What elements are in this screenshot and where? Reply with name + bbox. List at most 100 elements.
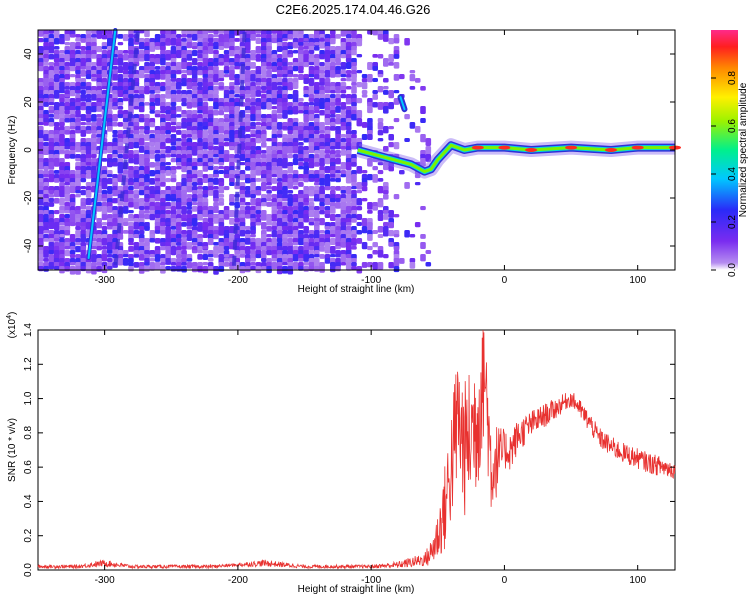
heatmap-cell (144, 70, 150, 74)
heatmap-cell (372, 250, 378, 255)
heatmap-cell (361, 74, 368, 79)
heatmap-cell (176, 166, 182, 170)
heatmap-cell (85, 146, 92, 152)
y-tick-label: 1.4 (23, 323, 34, 337)
heatmap-cell (409, 122, 416, 129)
heatmap-cell (314, 106, 320, 111)
heatmap-cell (340, 30, 347, 37)
heatmap-cell (213, 202, 219, 208)
heatmap-cell (191, 102, 198, 108)
heatmap-cell (69, 210, 76, 215)
heatmap-cell (276, 154, 283, 159)
heatmap-cell (38, 234, 44, 240)
heatmap-cell (202, 74, 209, 78)
heatmap-cell (393, 142, 400, 150)
heatmap-cell (298, 70, 304, 74)
heatmap-cell (388, 62, 394, 66)
heatmap-cell (144, 158, 150, 163)
heatmap-cell (160, 254, 166, 260)
y-tick-label: 1.0 (23, 391, 34, 405)
heatmap-cell (282, 190, 288, 199)
heatmap-cell (101, 222, 108, 226)
heatmap-cell (186, 206, 193, 210)
heatmap-cell (255, 186, 262, 192)
heatmap-cell (356, 198, 363, 206)
heatmap-cell (218, 106, 225, 111)
heatmap-cell (154, 58, 161, 65)
heatmap-cell (377, 118, 384, 123)
heatmap-cell (314, 178, 320, 183)
heatmap-cell (319, 218, 325, 226)
heatmap-cell (414, 78, 421, 83)
heatmap-cell (425, 262, 432, 267)
heatmap-cell (144, 266, 150, 272)
heatmap-cell (160, 74, 166, 80)
heatmap-cell (101, 46, 108, 50)
x-tick-label: -300 (95, 575, 115, 586)
y-tick-label: 20 (23, 96, 34, 108)
heatmap-cell (191, 78, 198, 82)
heatmap-cell (245, 98, 251, 103)
snr-x-ticks: -300 -200 -100 0 100 (95, 330, 646, 586)
heatmap-cell (314, 58, 320, 67)
heatmap-cell (117, 138, 124, 143)
heatmap-cell (266, 102, 272, 110)
heatmap-cell (250, 230, 256, 235)
heatmap-cell (181, 54, 187, 59)
heatmap-cell (170, 202, 177, 207)
heatmap-cell (133, 174, 140, 180)
heatmap-cell (287, 110, 294, 115)
heatmap-cell (367, 134, 373, 140)
heatmap-cell (266, 58, 272, 63)
heatmap-cell (250, 130, 256, 135)
heatmap-cell (165, 34, 171, 39)
heatmap-cell (276, 178, 283, 182)
heatmap-cell (261, 254, 267, 259)
heatmap-cell (282, 198, 288, 202)
heatmap-cell (287, 78, 294, 83)
heatmap-cell (340, 190, 347, 194)
heatmap-cell (101, 34, 108, 40)
heatmap-cell (388, 142, 394, 148)
heatmap-cell (160, 30, 166, 35)
heatmap-cell (287, 234, 294, 238)
heatmap-cell (223, 74, 230, 78)
heatmap-cell (197, 38, 203, 43)
heatmap-cell (367, 62, 373, 70)
streak (113, 31, 140, 269)
heatmap-cell (149, 46, 156, 52)
heatmap-cell (314, 54, 320, 59)
heatmap-cell (245, 202, 251, 206)
heatmap-cell (255, 70, 262, 75)
snr-scale-close: ) (7, 312, 18, 315)
heatmap-cell (335, 178, 341, 183)
heatmap-cell (80, 174, 87, 179)
spectrogram-x-axis-label: Height of straight line (km) (298, 284, 415, 295)
heatmap-cell (53, 78, 60, 82)
heatmap-cell (160, 62, 166, 66)
heatmap-cell (287, 166, 294, 172)
heatmap-cell (276, 238, 283, 243)
heatmap-cell (383, 162, 389, 171)
heatmap-cell (43, 38, 49, 43)
heatmap-cell (53, 266, 60, 270)
heatmap-cell (138, 238, 145, 243)
colorbar-tick-label: 0.6 (727, 119, 738, 133)
heatmap-cell (186, 54, 193, 61)
heatmap-cell (345, 134, 352, 140)
heatmap-cell (154, 150, 161, 154)
heatmap-cell (202, 194, 209, 198)
heatmap-cell (388, 230, 394, 237)
heatmap-cell (165, 42, 171, 46)
heatmap-cell (292, 138, 299, 143)
heatmap-cell (48, 30, 55, 34)
heatmap-cell (351, 266, 357, 270)
heatmap-cell (160, 214, 166, 220)
heatmap-cell (298, 182, 304, 187)
heatmap-cell (122, 210, 129, 214)
heatmap-cell (324, 226, 331, 230)
heatmap-cell (122, 222, 129, 226)
heatmap-cell (138, 158, 145, 166)
heatmap-cell (112, 66, 118, 70)
heatmap-cell (165, 150, 171, 154)
